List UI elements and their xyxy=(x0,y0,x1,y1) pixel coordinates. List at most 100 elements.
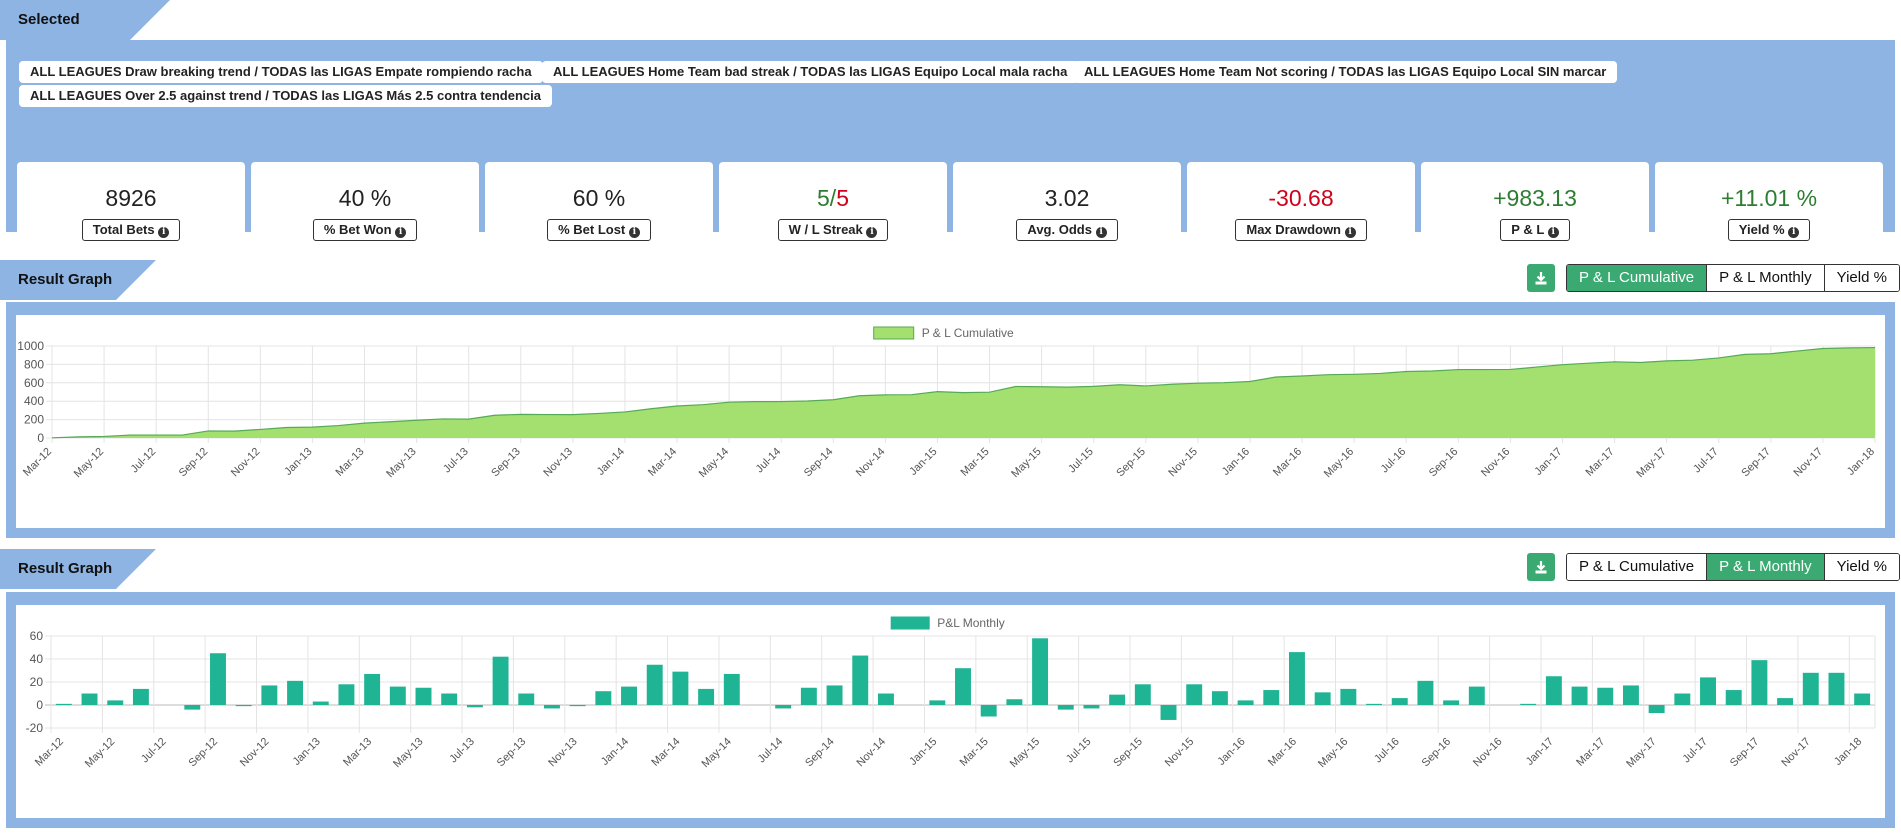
y-tick-label: 0 xyxy=(36,698,43,712)
x-tick-label: Jul-12 xyxy=(129,446,159,476)
x-tick-label: Mar-13 xyxy=(334,446,367,479)
y-tick-label: 60 xyxy=(30,629,44,643)
x-tick-label: Mar-16 xyxy=(1271,446,1304,479)
bar xyxy=(1777,698,1794,705)
loss-streak: 5 xyxy=(836,185,849,211)
bar xyxy=(81,693,98,705)
x-tick-label: Nov-16 xyxy=(1479,446,1513,480)
strategy-chip: ALL LEAGUES Over 2.5 against trend / TOD… xyxy=(19,85,552,107)
bar xyxy=(1391,698,1408,705)
bar xyxy=(441,693,458,705)
bar xyxy=(1468,686,1485,705)
bar xyxy=(364,673,381,705)
bar xyxy=(132,688,149,705)
x-tick-label: Jan-14 xyxy=(599,736,631,768)
pl-monthly-button[interactable]: P & L Monthly xyxy=(1706,554,1824,580)
info-icon[interactable]: i xyxy=(395,227,407,238)
bar xyxy=(852,655,869,705)
stat-card-pl: +983.13 P & L i xyxy=(1421,162,1649,258)
bar xyxy=(235,705,252,707)
bar xyxy=(1417,680,1434,705)
x-tick-label: Jul-14 xyxy=(754,446,784,476)
bar xyxy=(672,671,689,705)
stat-label-button[interactable]: Total Bets i xyxy=(81,219,181,241)
info-icon[interactable]: i xyxy=(1788,227,1800,238)
legend-swatch xyxy=(873,326,915,340)
bar xyxy=(1802,672,1819,705)
x-tick-label: Nov-16 xyxy=(1471,736,1505,770)
pl-monthly-button[interactable]: P & L Monthly xyxy=(1706,265,1824,291)
graph2-panel: P&L Monthly -20 0 20 40 60 Mar-12 May-12 Jul-12 S… xyxy=(6,592,1895,828)
bar xyxy=(569,705,586,707)
x-tick-label: Jul-15 xyxy=(1064,736,1094,766)
stat-label-button[interactable]: Max Drawdown i xyxy=(1235,219,1367,241)
x-tick-label: Jan-18 xyxy=(1845,446,1877,478)
stat-label-button[interactable]: % Bet Lost i xyxy=(547,219,651,241)
x-tick-label: Sep-14 xyxy=(802,446,836,480)
bar xyxy=(1006,699,1023,705)
pl-cumulative-button[interactable]: P & L Cumulative xyxy=(1567,554,1707,580)
x-tick-label: Nov-13 xyxy=(546,736,580,770)
stat-label-button[interactable]: Yield % i xyxy=(1727,219,1811,241)
stat-label: W / L Streak xyxy=(788,222,863,237)
x-tick-label: Nov-12 xyxy=(238,736,272,770)
x-tick-label: Jul-12 xyxy=(139,736,169,766)
x-tick-label: Jan-15 xyxy=(907,736,939,768)
bar xyxy=(107,700,124,705)
download-button[interactable] xyxy=(1527,264,1555,292)
x-tick-label: May-14 xyxy=(697,446,731,480)
pl-monthly-chart: P&L Monthly -20 0 20 40 60 Mar-12 May-12 Jul-12 S… xyxy=(26,616,1876,770)
graph2-canvas: P&L Monthly -20 0 20 40 60 Mar-12 May-12 Jul-12 S… xyxy=(16,605,1885,818)
x-tick-label: Sep-13 xyxy=(489,446,523,480)
x-tick-label: Sep-16 xyxy=(1427,446,1461,480)
bar xyxy=(1186,684,1203,705)
x-tick-label: Mar-14 xyxy=(646,446,679,479)
stat-value: 5/5 xyxy=(719,184,947,212)
bar xyxy=(646,664,663,705)
stat-label-button[interactable]: % Bet Won i xyxy=(312,219,418,241)
y-tick-label: 20 xyxy=(30,675,44,689)
x-tick-label: Jan-15 xyxy=(907,446,939,478)
x-tick-label: Jan-17 xyxy=(1524,736,1556,768)
x-tick-label: May-17 xyxy=(1634,446,1668,480)
x-tick-label: Mar-16 xyxy=(1266,736,1299,769)
result-graph-title: Result Graph xyxy=(18,560,113,577)
x-tick-label: Sep-17 xyxy=(1739,446,1773,480)
stat-label-button[interactable]: Avg. Odds i xyxy=(1016,219,1118,241)
download-button[interactable] xyxy=(1527,553,1555,581)
info-icon[interactable]: i xyxy=(1547,227,1559,238)
yield-button[interactable]: Yield % xyxy=(1823,265,1899,291)
x-tick-label: Sep-12 xyxy=(177,446,211,480)
bar xyxy=(184,705,201,710)
legend-label: P&L Monthly xyxy=(937,616,1005,630)
stat-label: % Bet Lost xyxy=(558,222,626,237)
x-tick-label: May-16 xyxy=(1316,736,1350,770)
stat-label-button[interactable]: W / L Streak i xyxy=(777,219,889,241)
yield-button[interactable]: Yield % xyxy=(1823,554,1899,580)
stat-label: Total Bets xyxy=(92,222,155,237)
bar xyxy=(312,701,329,705)
bar xyxy=(723,673,740,705)
info-icon[interactable]: i xyxy=(158,227,170,238)
download-icon xyxy=(1535,272,1547,285)
graph1-panel: P & L Cumulative 0 200 400 600 800 1000 Mar-12 M… xyxy=(6,302,1895,538)
bar xyxy=(338,684,355,705)
info-icon[interactable]: i xyxy=(1095,227,1107,238)
info-icon[interactable]: i xyxy=(1344,227,1356,238)
info-icon[interactable]: i xyxy=(628,227,640,238)
pl-cumulative-chart: P & L Cumulative 0 200 400 600 800 1000 Mar-12 M… xyxy=(17,326,1877,480)
info-icon[interactable]: i xyxy=(866,227,878,238)
y-tick-label: 400 xyxy=(24,394,44,408)
bar xyxy=(929,700,946,705)
x-tick-label: May-15 xyxy=(1008,736,1042,770)
bar xyxy=(55,703,72,705)
stat-value: 8926 xyxy=(105,185,157,211)
strategies-tab: Selected Strategies: xyxy=(0,0,170,68)
stat-label: P & L xyxy=(1511,222,1545,237)
bar xyxy=(415,687,432,705)
y-tick-label: 1000 xyxy=(17,339,44,353)
stat-label-button[interactable]: P & L i xyxy=(1500,219,1570,241)
bar xyxy=(1314,692,1331,705)
x-tick-label: Nov-17 xyxy=(1791,446,1825,480)
pl-cumulative-button[interactable]: P & L Cumulative xyxy=(1567,265,1707,291)
